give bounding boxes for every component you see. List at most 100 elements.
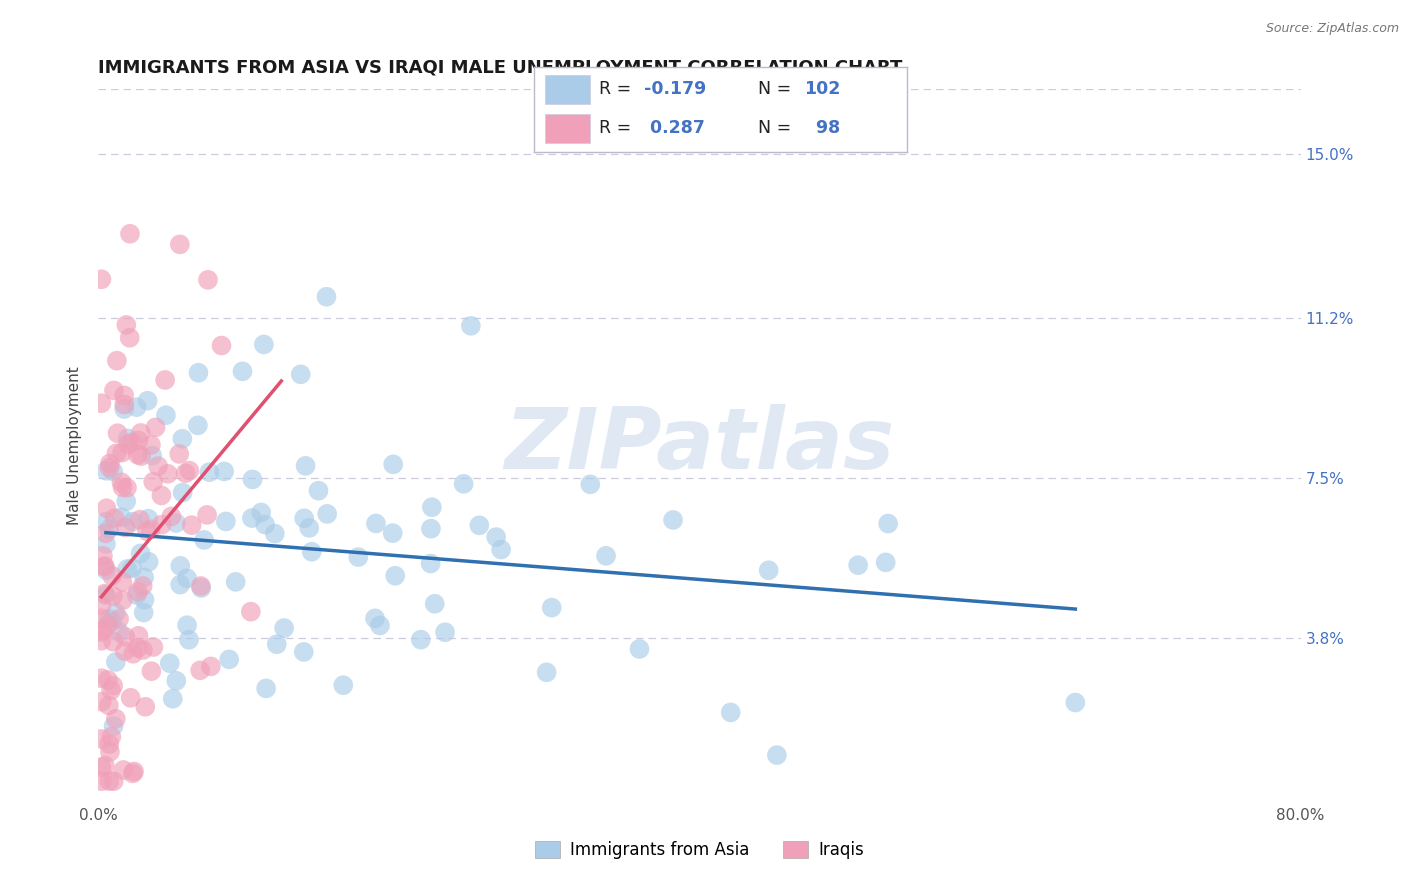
- FancyBboxPatch shape: [546, 76, 591, 104]
- Point: [150, 517, 173, 532]
- Point: [115, 494, 138, 508]
- Point: [347, 550, 370, 565]
- Point: [139, 438, 162, 452]
- Point: [90, 760, 112, 774]
- Point: [93, 559, 115, 574]
- Point: [90, 774, 112, 789]
- Point: [250, 506, 273, 520]
- Point: [105, 353, 128, 368]
- Point: [193, 533, 215, 547]
- Point: [96, 464, 118, 478]
- Point: [381, 526, 404, 541]
- Point: [485, 530, 508, 544]
- Point: [121, 435, 143, 450]
- Point: [125, 400, 148, 414]
- Point: [125, 588, 148, 602]
- Point: [111, 480, 134, 494]
- Point: [423, 597, 446, 611]
- Point: [536, 665, 558, 680]
- Point: [316, 507, 339, 521]
- Point: [90, 396, 112, 410]
- Point: [94, 758, 117, 772]
- Point: [98, 457, 121, 471]
- Legend: Immigrants from Asia, Iraqis: Immigrants from Asia, Iraqis: [529, 834, 870, 866]
- Point: [103, 634, 125, 648]
- Point: [419, 522, 441, 536]
- Point: [159, 657, 181, 671]
- Point: [766, 748, 789, 763]
- Point: [200, 659, 222, 673]
- Point: [122, 764, 145, 779]
- Point: [266, 637, 288, 651]
- Point: [90, 599, 112, 613]
- Point: [218, 652, 240, 666]
- Point: [112, 763, 135, 777]
- Point: [169, 577, 191, 591]
- Point: [197, 273, 219, 287]
- Point: [153, 373, 176, 387]
- Point: [98, 745, 121, 759]
- Point: [292, 645, 315, 659]
- Point: [90, 625, 112, 640]
- Point: [136, 524, 159, 539]
- Point: [134, 699, 156, 714]
- Point: [132, 570, 155, 584]
- Point: [90, 633, 112, 648]
- Point: [875, 556, 897, 570]
- Point: [212, 464, 235, 478]
- Point: [138, 511, 160, 525]
- Point: [540, 600, 562, 615]
- Point: [100, 730, 122, 744]
- Point: [160, 509, 183, 524]
- Point: [101, 615, 124, 629]
- Point: [167, 447, 190, 461]
- Point: [434, 625, 457, 640]
- Point: [93, 623, 115, 637]
- Point: [187, 418, 209, 433]
- Point: [198, 465, 221, 479]
- Point: [368, 618, 391, 632]
- Point: [98, 460, 121, 475]
- Point: [468, 518, 491, 533]
- Point: [115, 318, 138, 332]
- Point: [96, 501, 118, 516]
- Point: [103, 719, 125, 733]
- Point: [94, 515, 117, 529]
- Point: [409, 632, 432, 647]
- Point: [156, 467, 179, 481]
- Point: [114, 644, 136, 658]
- Text: R =: R =: [599, 120, 631, 137]
- Point: [103, 464, 125, 478]
- Point: [104, 655, 127, 669]
- Point: [176, 618, 198, 632]
- Point: [90, 611, 112, 625]
- Point: [117, 437, 139, 451]
- Point: [187, 366, 209, 380]
- Y-axis label: Male Unemployment: Male Unemployment: [67, 367, 83, 525]
- Point: [101, 679, 124, 693]
- Point: [169, 558, 191, 573]
- Point: [108, 625, 131, 640]
- Point: [111, 593, 134, 607]
- Point: [145, 420, 167, 434]
- Point: [134, 592, 156, 607]
- Point: [132, 643, 155, 657]
- Point: [127, 434, 149, 448]
- Point: [121, 515, 143, 529]
- Point: [174, 466, 197, 480]
- Point: [242, 472, 264, 486]
- Point: [111, 575, 134, 590]
- Point: [90, 272, 112, 286]
- Point: [128, 629, 150, 643]
- Point: [180, 518, 202, 533]
- Point: [127, 448, 149, 462]
- Point: [332, 678, 354, 692]
- Point: [382, 458, 405, 472]
- Point: [94, 588, 117, 602]
- Point: [118, 331, 141, 345]
- Point: [169, 237, 191, 252]
- Point: [97, 673, 120, 687]
- Point: [290, 368, 312, 382]
- Point: [103, 511, 125, 525]
- Point: [148, 459, 170, 474]
